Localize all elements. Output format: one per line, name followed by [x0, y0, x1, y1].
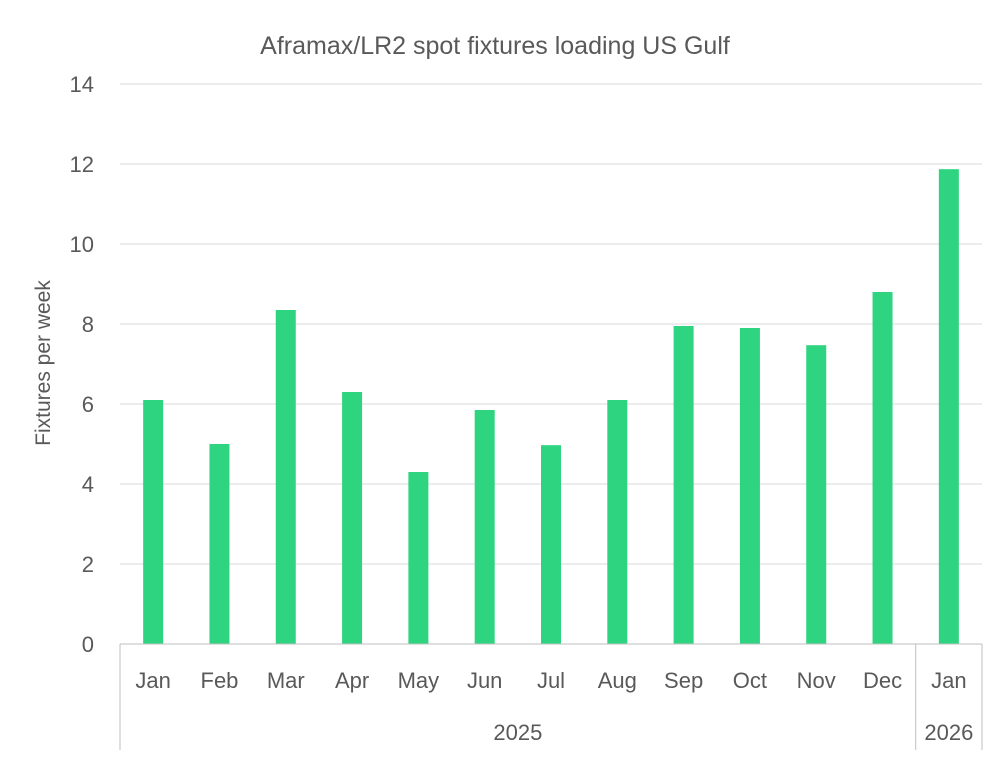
y-tick-label: 6 [82, 392, 94, 417]
bar [541, 445, 561, 644]
bar [209, 444, 230, 644]
x-tick-label: Jan [135, 668, 170, 693]
x-group-label: 2025 [493, 720, 542, 745]
x-tick-label: Aug [598, 668, 637, 693]
bar [739, 328, 760, 644]
y-tick-label: 14 [70, 72, 94, 97]
x-tick-label: May [398, 668, 440, 693]
bar [408, 472, 429, 644]
x-tick-label: Feb [201, 668, 239, 693]
gridlines [120, 83, 982, 565]
bar [143, 400, 164, 644]
y-tick-label: 8 [82, 312, 94, 337]
y-axis-ticks: 0 2 4 6 8 10 12 14 [70, 72, 94, 657]
y-tick-label: 4 [82, 472, 94, 497]
x-tick-label: Apr [335, 668, 369, 693]
bar [474, 410, 495, 644]
y-axis-label: Fixtures per week [32, 280, 55, 446]
x-group-label: 2026 [924, 720, 973, 745]
bar [938, 169, 959, 644]
x-tick-label: Jun [467, 668, 502, 693]
bar [806, 345, 827, 644]
x-tick-label: Oct [733, 668, 767, 693]
x-tick-label: Nov [797, 668, 836, 693]
bar [673, 326, 694, 644]
x-tick-label: Jan [931, 668, 966, 693]
bar [275, 310, 296, 644]
y-tick-label: 0 [82, 632, 94, 657]
chart-title: Aframax/LR2 spot fixtures loading US Gul… [260, 32, 730, 60]
bar [607, 400, 628, 644]
x-axis: Jan Feb Mar Apr May Jun Jul Aug Sep Oct Nov Dec Jan 2… [119, 643, 983, 750]
x-tick-label: Jul [537, 668, 565, 693]
y-tick-label: 10 [70, 232, 94, 257]
x-tick-label: Mar [267, 668, 305, 693]
bar [872, 292, 893, 644]
bars [143, 169, 959, 644]
x-tick-label: Dec [863, 668, 902, 693]
bar [342, 392, 363, 644]
y-tick-label: 12 [70, 152, 94, 177]
y-tick-label: 2 [82, 552, 94, 577]
x-tick-label: Sep [664, 668, 703, 693]
